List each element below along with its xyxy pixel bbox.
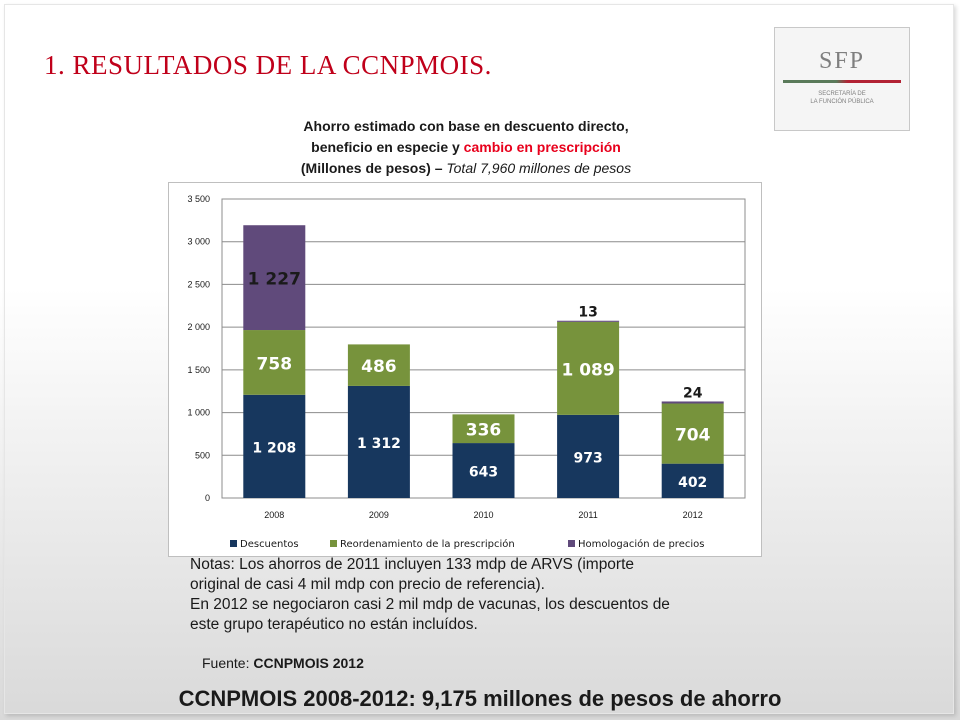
chart-title-line2-b: cambio en prescripción bbox=[463, 139, 621, 155]
bar-segment bbox=[557, 414, 620, 498]
x-tick-label: 2008 bbox=[264, 510, 284, 520]
logo-subtitle: SECRETARÍA DE LA FUNCIÓN PÚBLICA bbox=[775, 90, 909, 106]
source-value: CCNPMOIS 2012 bbox=[253, 655, 364, 671]
bar-segment bbox=[452, 414, 515, 444]
bar-segment bbox=[243, 330, 306, 395]
bar-segment bbox=[347, 344, 410, 386]
logo-subtitle-line2: LA FUNCIÓN PÚBLICA bbox=[810, 99, 874, 105]
source: Fuente: CCNPMOIS 2012 bbox=[202, 655, 364, 671]
legend-label: Descuentos bbox=[240, 539, 299, 550]
bar-segment bbox=[661, 463, 724, 498]
bar-segment bbox=[661, 401, 724, 404]
x-tick-label: 2010 bbox=[473, 510, 493, 520]
chart-title-line3-b: Total 7,960 millones de pesos bbox=[446, 160, 632, 176]
data-label: 336 bbox=[466, 421, 502, 441]
chart-title-line3-a: (Millones de pesos) – bbox=[300, 160, 447, 176]
data-label: 758 bbox=[257, 354, 293, 374]
bar-segment bbox=[243, 225, 306, 331]
bar-segment bbox=[557, 320, 620, 322]
y-tick-label: 500 bbox=[195, 450, 210, 460]
legend-label: Homologación de precios bbox=[578, 538, 704, 550]
chart-title-line2: beneficio en especie y cambio en prescri… bbox=[200, 137, 732, 158]
logo-subtitle-line1: SECRETARÍA DE bbox=[818, 91, 866, 97]
y-tick-label: 2 500 bbox=[187, 279, 210, 289]
y-tick-label: 2 000 bbox=[187, 322, 210, 332]
y-tick-label: 3 000 bbox=[187, 237, 210, 247]
logo-divider bbox=[783, 80, 901, 83]
legend-swatch bbox=[568, 540, 575, 547]
bar-segment bbox=[661, 403, 724, 464]
bar-segment bbox=[347, 385, 410, 498]
legend-label: Reordenamiento de la prescripción bbox=[340, 538, 515, 550]
legend-swatch bbox=[230, 540, 237, 547]
data-label: 24 bbox=[683, 385, 703, 401]
notes: Notas: Los ahorros de 2011 incluyen 133 … bbox=[190, 555, 770, 635]
data-label: 486 bbox=[361, 357, 397, 377]
y-tick-label: 3 500 bbox=[187, 194, 210, 204]
slide-title: 1. RESULTADOS DE LA CCNPMOIS. bbox=[44, 50, 492, 80]
chart-title-line1: Ahorro estimado con base en descuento di… bbox=[303, 118, 629, 134]
y-tick-label: 1 000 bbox=[187, 408, 210, 418]
bar-segment bbox=[557, 321, 620, 415]
x-tick-label: 2009 bbox=[369, 510, 389, 520]
logo-mark: SFP bbox=[818, 48, 866, 74]
data-label: 973 bbox=[573, 450, 602, 466]
bar-segment bbox=[452, 443, 515, 498]
data-label: 1 227 bbox=[248, 270, 301, 290]
notes-line3: En 2012 se negociaron casi 2 mil mdp de … bbox=[190, 596, 670, 613]
chart-title-line2-a: beneficio en especie y bbox=[311, 139, 464, 155]
stacked-bar-chart: 0 500 1 000 1 500 2 000 2 500 3 000 3 500 1 208 7… bbox=[187, 194, 746, 550]
y-tick-label: 1 500 bbox=[187, 365, 210, 375]
chart-title-line3: (Millones de pesos) – Total 7,960 millon… bbox=[200, 158, 732, 179]
legend-swatch bbox=[330, 540, 337, 547]
x-tick-label: 2012 bbox=[683, 510, 703, 520]
footer-summary: CCNPMOIS 2008-2012: 9,175 millones de pe… bbox=[178, 686, 782, 711]
data-label: 13 bbox=[578, 305, 597, 321]
chart-title: Ahorro estimado con base en descuento di… bbox=[200, 116, 732, 179]
x-tick-label: 2011 bbox=[578, 510, 597, 520]
data-label: 1 208 bbox=[252, 440, 296, 456]
notes-line2: original de casi 4 mil mdp con precio de… bbox=[190, 576, 545, 593]
data-label: 1 089 bbox=[561, 360, 614, 380]
notes-line1: Notas: Los ahorros de 2011 incluyen 133 … bbox=[190, 556, 635, 573]
data-label: 643 bbox=[469, 465, 498, 481]
y-tick-label: 0 bbox=[205, 493, 210, 503]
data-label: 402 bbox=[678, 475, 707, 491]
sfp-logo: SFP SECRETARÍA DE LA FUNCIÓN PÚBLICA bbox=[774, 27, 910, 131]
slide-frame bbox=[4, 4, 954, 714]
source-label: Fuente: bbox=[202, 655, 254, 671]
bar-segment bbox=[243, 394, 306, 498]
data-label: 1 312 bbox=[357, 436, 401, 452]
notes-line4: este grupo terapéutico no están incluído… bbox=[190, 616, 478, 633]
data-label: 704 bbox=[675, 426, 711, 446]
